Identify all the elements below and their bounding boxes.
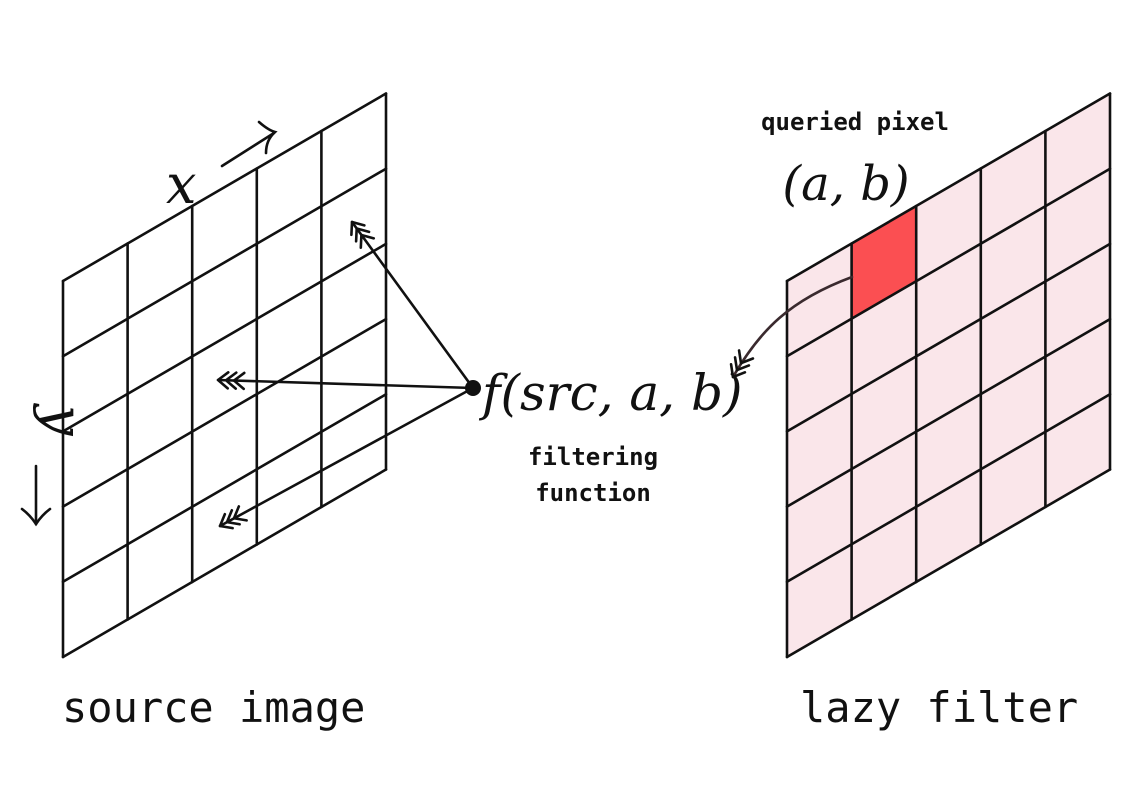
sample-arrow-1	[350, 220, 475, 390]
grid-row-line	[785, 242, 1112, 433]
sample-arrow-3	[218, 386, 475, 528]
function-caption-line2: function	[535, 479, 651, 507]
grid-row-line	[61, 167, 388, 358]
x-axis-arrow-shaft	[220, 131, 276, 168]
y-axis-indicator: y	[32, 403, 95, 437]
queried-pixel-coords: (a, b)	[782, 156, 909, 212]
source-image-caption: source image	[62, 683, 365, 732]
x-axis-label: x	[166, 153, 196, 216]
query-curve	[724, 275, 854, 383]
queried-pixel-label: queried pixel	[761, 108, 949, 136]
grid-row-line	[61, 242, 388, 433]
grid-row-line	[61, 468, 388, 659]
grid-row-line	[61, 317, 388, 508]
function-expression: f(src, a, b)	[478, 364, 742, 422]
grid-row-line	[785, 167, 1112, 358]
x-axis-indicator: x	[166, 120, 278, 216]
grid-row-line	[785, 92, 1112, 283]
lazy-filter-grid	[785, 92, 1112, 659]
function-caption-line1: filtering	[528, 443, 658, 471]
lazy-filter-caption: lazy filter	[800, 683, 1078, 732]
y-axis-arrow	[20, 464, 52, 527]
sample-arrow-2	[216, 378, 475, 390]
function-point	[465, 380, 481, 396]
grid-row-line	[785, 317, 1112, 508]
x-axis-arrow-head	[257, 120, 278, 155]
source-image-grid	[61, 92, 388, 659]
sample-arrows	[214, 215, 481, 535]
grid-row-line	[61, 92, 388, 283]
y-axis-label: y	[32, 403, 95, 437]
grid-row-line	[785, 468, 1112, 659]
grid-row-line	[785, 392, 1112, 584]
grid-row-line	[61, 392, 388, 584]
